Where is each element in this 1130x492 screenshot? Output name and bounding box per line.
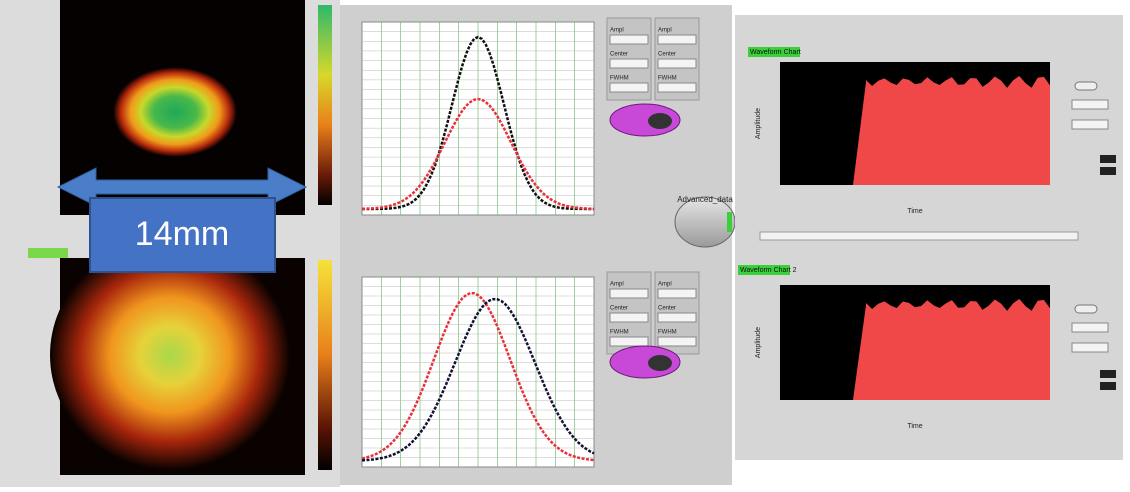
toggle-switch <box>1075 82 1097 90</box>
fit-field <box>658 83 696 92</box>
value-field <box>1072 343 1108 352</box>
indicator <box>1100 370 1116 378</box>
toggle-knob <box>648 355 672 371</box>
color-bar-top <box>318 5 332 205</box>
value-field <box>1072 100 1108 109</box>
page: Beam profile monitor { "annotation": {"w… <box>0 0 1130 487</box>
fit-field <box>610 35 648 44</box>
indicator <box>1100 155 1116 163</box>
color-bar-bottom <box>318 260 332 470</box>
annotation-text: 14mm <box>135 215 229 253</box>
advanced-data-label: Advanced_data <box>677 195 733 204</box>
fit-label: Ampl <box>610 282 624 288</box>
beam-spot-top <box>113 67 237 157</box>
fit-label: Center <box>658 306 676 312</box>
fit-field <box>610 59 648 68</box>
fit-field <box>658 289 696 298</box>
fit-label: Center <box>610 306 628 312</box>
fit-label: Ampl <box>658 28 672 34</box>
fit-field <box>658 313 696 322</box>
fit-field <box>658 35 696 44</box>
body: 14mm Ampl Center FWHM Ampl Center FWHM Ampl Cen… <box>0 0 1130 487</box>
chart-title: Waveform Chart 2 <box>740 267 797 274</box>
fit-field <box>610 83 648 92</box>
fit-label: FWHM <box>610 76 629 82</box>
fit-field <box>610 337 648 346</box>
screenshot: 14mm Ampl Center FWHM Ampl Center FWHM Ampl Cen… <box>0 0 1130 487</box>
indicator <box>1100 382 1116 390</box>
status-label <box>28 248 68 258</box>
fit-label: Ampl <box>658 282 672 288</box>
fit-field <box>658 337 696 346</box>
fit-label: FWHM <box>658 76 677 82</box>
toggle-switch <box>1075 305 1097 313</box>
indicator <box>727 212 732 232</box>
chart-area <box>853 299 1050 400</box>
y-axis-label: Amplitude <box>755 108 762 139</box>
beam-spot-bottom <box>50 240 290 470</box>
y-axis-label: Amplitude <box>755 327 762 358</box>
fit-field <box>658 59 696 68</box>
fit-field <box>610 313 648 322</box>
x-axis-label: Time <box>907 208 922 215</box>
fit-label: Center <box>658 52 676 58</box>
value-field <box>1072 120 1108 129</box>
fit-label: Center <box>610 52 628 58</box>
advanced-data-button[interactable] <box>675 197 735 247</box>
chart-title: Waveform Chart <box>750 49 801 56</box>
fit-label: Ampl <box>610 28 624 34</box>
fit-field <box>610 289 648 298</box>
value-field <box>1072 323 1108 332</box>
fit-label: FWHM <box>658 330 677 336</box>
path-field <box>760 232 1078 240</box>
chart-area <box>853 76 1050 185</box>
toggle-knob <box>648 113 672 129</box>
x-axis-label: Time <box>907 423 922 430</box>
indicator <box>1100 167 1116 175</box>
fit-label: FWHM <box>610 330 629 336</box>
